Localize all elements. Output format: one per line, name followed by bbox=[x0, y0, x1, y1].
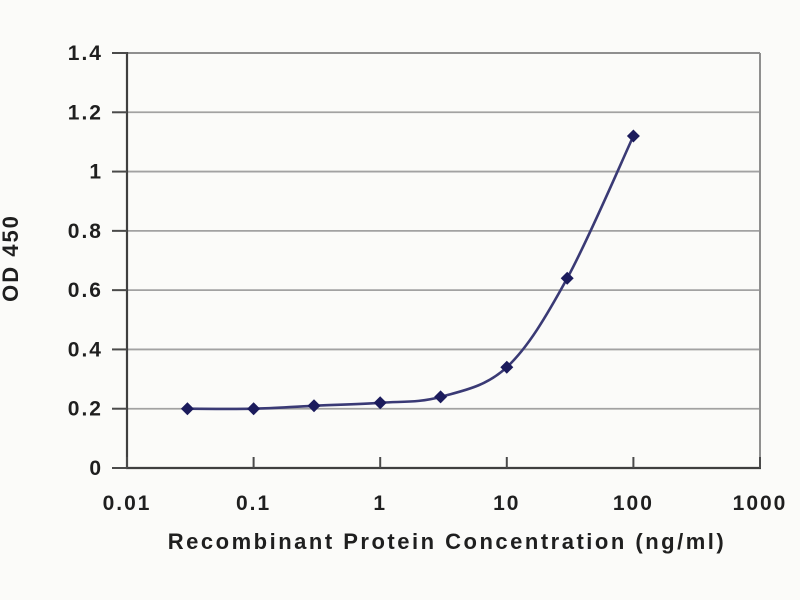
axis-ticks bbox=[112, 52, 761, 469]
y-tick-label: 0.6 bbox=[68, 279, 103, 302]
gridlines bbox=[127, 111, 760, 410]
data-point-marker bbox=[560, 271, 574, 285]
y-tick-label: 0 bbox=[89, 457, 103, 480]
x-tick-label: 0.01 bbox=[103, 492, 152, 515]
x-tick-label: 1000 bbox=[733, 492, 788, 515]
data-point-marker bbox=[626, 129, 640, 143]
data-point-marker bbox=[500, 360, 514, 374]
tick-labels: 0 0.2 0.4 0.6 0.8 1 1.2 1.4 0.01 0.1 1 10 100 1000 bbox=[68, 42, 788, 515]
y-tick-label: 1 bbox=[89, 161, 103, 184]
series-line bbox=[186, 134, 635, 411]
data-point-marker bbox=[180, 402, 194, 416]
y-tick-label: 1.2 bbox=[68, 101, 103, 124]
data-series bbox=[180, 129, 640, 416]
x-tick-label: 100 bbox=[613, 492, 654, 515]
y-tick-label: 0.4 bbox=[68, 338, 103, 361]
y-tick-label: 0.2 bbox=[68, 398, 103, 421]
data-point-marker bbox=[247, 402, 261, 416]
plot-frame bbox=[125, 52, 761, 470]
x-tick-label: 0.1 bbox=[236, 492, 271, 515]
data-point-marker bbox=[373, 396, 387, 410]
data-point-marker bbox=[307, 399, 321, 413]
y-tick-label: 1.4 bbox=[68, 42, 103, 65]
x-tick-label: 1 bbox=[373, 492, 387, 515]
y-axis-title: OD 450 bbox=[0, 214, 23, 302]
y-tick-label: 0.8 bbox=[68, 220, 103, 243]
x-tick-label: 10 bbox=[493, 492, 520, 515]
data-point-marker bbox=[434, 390, 448, 404]
x-axis-title: Recombinant Protein Concentration (ng/ml… bbox=[168, 529, 726, 554]
